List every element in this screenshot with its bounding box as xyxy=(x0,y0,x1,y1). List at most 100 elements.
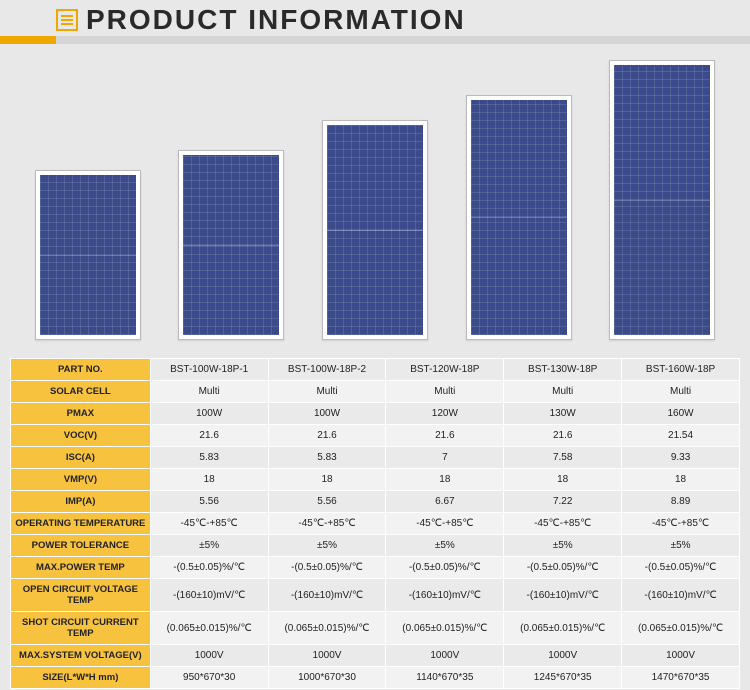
panel-4 xyxy=(466,95,572,340)
table-cell: 950*670*30 xyxy=(150,667,268,689)
table-cell: 1000V xyxy=(150,645,268,667)
table-cell: 1000V xyxy=(268,645,386,667)
table-cell: -45℃-+85℃ xyxy=(386,513,504,535)
table-cell: 5.83 xyxy=(268,447,386,469)
table-cell: (0.065±0.015)%/℃ xyxy=(386,612,504,645)
table-row: POWER TOLERANCE±5%±5%±5%±5%±5% xyxy=(11,535,740,557)
table-cell: 8.89 xyxy=(622,491,740,513)
table-cell: 1140*670*35 xyxy=(386,667,504,689)
panel-2 xyxy=(178,150,284,340)
spec-table: PART NO.BST-100W-18P-1BST-100W-18P-2BST-… xyxy=(10,358,740,689)
table-row: PMAX100W100W120W130W160W xyxy=(11,403,740,425)
table-cell: Multi xyxy=(386,381,504,403)
table-cell: -(160±10)mV/℃ xyxy=(622,579,740,612)
table-row: SIZE(L*W*H mm)950*670*301000*670*301140*… xyxy=(11,667,740,689)
table-cell: 7.22 xyxy=(504,491,622,513)
table-cell: BST-100W-18P-2 xyxy=(268,359,386,381)
table-cell: 18 xyxy=(268,469,386,491)
table-cell: (0.065±0.015)%/℃ xyxy=(622,612,740,645)
panel-cells xyxy=(40,175,136,335)
table-cell: (0.065±0.015)%/℃ xyxy=(268,612,386,645)
solar-panel xyxy=(604,60,720,340)
table-cell: -(0.5±0.05)%/℃ xyxy=(504,557,622,579)
table-row: OPEN CIRCUIT VOLTAGE TEMP-(160±10)mV/℃-(… xyxy=(11,579,740,612)
table-cell: -(0.5±0.05)%/℃ xyxy=(386,557,504,579)
table-cell: -(160±10)mV/℃ xyxy=(268,579,386,612)
table-cell: -45℃-+85℃ xyxy=(268,513,386,535)
header-stripe xyxy=(0,36,750,44)
table-row: MAX.POWER TEMP-(0.5±0.05)%/℃-(0.5±0.05)%… xyxy=(11,557,740,579)
table-cell: -(0.5±0.05)%/℃ xyxy=(150,557,268,579)
panel-5 xyxy=(609,60,715,340)
table-cell: 1000V xyxy=(386,645,504,667)
row-label: SOLAR CELL xyxy=(11,381,151,403)
table-cell: 1470*670*35 xyxy=(622,667,740,689)
row-label: VMP(V) xyxy=(11,469,151,491)
table-cell: BST-120W-18P xyxy=(386,359,504,381)
page-title: PRODUCT INFORMATION xyxy=(86,4,466,36)
table-row: VMP(V)1818181818 xyxy=(11,469,740,491)
table-cell: -(160±10)mV/℃ xyxy=(386,579,504,612)
table-cell: 6.67 xyxy=(386,491,504,513)
table-cell: 21.6 xyxy=(386,425,504,447)
table-cell: 21.6 xyxy=(504,425,622,447)
table-cell: ±5% xyxy=(386,535,504,557)
table-cell: 18 xyxy=(150,469,268,491)
table-cell: 9.33 xyxy=(622,447,740,469)
table-cell: -45℃-+85℃ xyxy=(622,513,740,535)
table-cell: -45℃-+85℃ xyxy=(150,513,268,535)
table-cell: -(160±10)mV/℃ xyxy=(150,579,268,612)
table-row: SOLAR CELLMultiMultiMultiMultiMulti xyxy=(11,381,740,403)
table-cell: 21.6 xyxy=(268,425,386,447)
table-cell: BST-130W-18P xyxy=(504,359,622,381)
table-cell: 5.56 xyxy=(150,491,268,513)
table-cell: 100W xyxy=(150,403,268,425)
row-label: PART NO. xyxy=(11,359,151,381)
row-label: SIZE(L*W*H mm) xyxy=(11,667,151,689)
table-cell: Multi xyxy=(150,381,268,403)
table-cell: ±5% xyxy=(504,535,622,557)
table-cell: 7.58 xyxy=(504,447,622,469)
row-label: MAX.SYSTEM VOLTAGE(V) xyxy=(11,645,151,667)
table-row: SHOT CIRCUIT CURRENT TEMP(0.065±0.015)%/… xyxy=(11,612,740,645)
table-cell: 120W xyxy=(386,403,504,425)
table-cell: 1000V xyxy=(504,645,622,667)
table-cell: Multi xyxy=(268,381,386,403)
panel-3 xyxy=(322,120,428,340)
row-label: VOC(V) xyxy=(11,425,151,447)
panel-cells xyxy=(614,65,710,335)
row-label: PMAX xyxy=(11,403,151,425)
table-cell: 1245*670*35 xyxy=(504,667,622,689)
panel-1 xyxy=(35,170,141,340)
table-cell: BST-100W-18P-1 xyxy=(150,359,268,381)
table-row: OPERATING TEMPERATURE-45℃-+85℃-45℃-+85℃-… xyxy=(11,513,740,535)
row-label: SHOT CIRCUIT CURRENT TEMP xyxy=(11,612,151,645)
table-cell: 21.6 xyxy=(150,425,268,447)
table-cell: 130W xyxy=(504,403,622,425)
table-cell: -45℃-+85℃ xyxy=(504,513,622,535)
table-cell: -(160±10)mV/℃ xyxy=(504,579,622,612)
row-label: ISC(A) xyxy=(11,447,151,469)
table-cell: 7 xyxy=(386,447,504,469)
row-label: OPERATING TEMPERATURE xyxy=(11,513,151,535)
table-cell: BST-160W-18P xyxy=(622,359,740,381)
solar-panel xyxy=(317,120,433,340)
row-label: OPEN CIRCUIT VOLTAGE TEMP xyxy=(11,579,151,612)
table-cell: Multi xyxy=(504,381,622,403)
table-cell: ±5% xyxy=(268,535,386,557)
solar-panel xyxy=(461,95,577,340)
table-row: PART NO.BST-100W-18P-1BST-100W-18P-2BST-… xyxy=(11,359,740,381)
solar-panel xyxy=(30,170,146,340)
table-cell: 160W xyxy=(622,403,740,425)
panel-cells xyxy=(183,155,279,335)
panel-cells xyxy=(471,100,567,335)
table-row: ISC(A)5.835.8377.589.33 xyxy=(11,447,740,469)
table-cell: (0.065±0.015)%/℃ xyxy=(504,612,622,645)
solar-panel xyxy=(174,150,290,340)
table-row: IMP(A)5.565.566.677.228.89 xyxy=(11,491,740,513)
table-cell: (0.065±0.015)%/℃ xyxy=(150,612,268,645)
table-cell: 21.54 xyxy=(622,425,740,447)
table-cell: 18 xyxy=(386,469,504,491)
table-cell: 1000*670*30 xyxy=(268,667,386,689)
table-cell: 1000V xyxy=(622,645,740,667)
